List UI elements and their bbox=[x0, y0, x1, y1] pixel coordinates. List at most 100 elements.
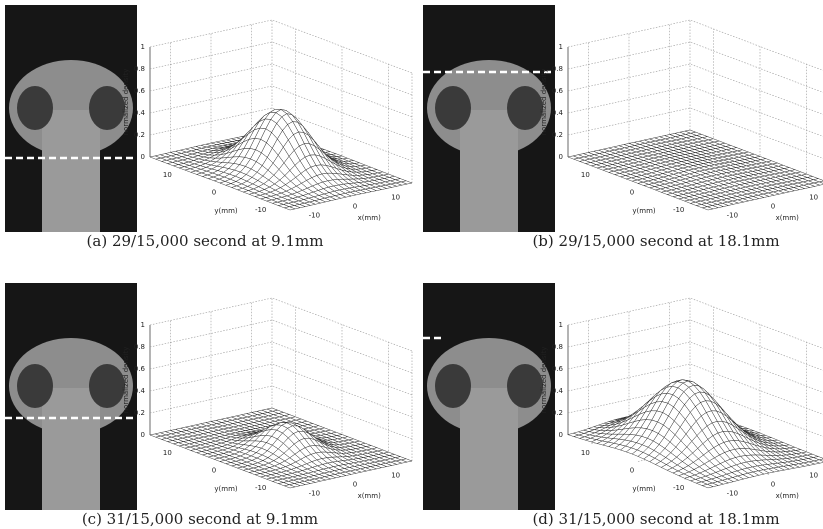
z-tick-label: 0 bbox=[141, 153, 145, 161]
y-axis-label: y(mm) bbox=[632, 207, 656, 215]
photo bbox=[5, 283, 137, 510]
grid-line bbox=[149, 19, 413, 74]
caption: (b) 29/15,000 second at 18.1mm bbox=[532, 232, 779, 250]
photo bbox=[5, 5, 137, 232]
z-tick-label: 0 bbox=[559, 431, 563, 439]
z-tick-label: 0.4 bbox=[134, 109, 146, 117]
caption: (a) 29/15,000 second at 9.1mm bbox=[87, 232, 324, 250]
z-tick-label: 1 bbox=[141, 321, 145, 329]
y-tick-label: 10 bbox=[163, 449, 172, 457]
grid-line bbox=[219, 324, 343, 462]
surface-cell bbox=[701, 484, 714, 489]
z-tick-label: 0.2 bbox=[552, 409, 563, 417]
plume-stem bbox=[460, 110, 518, 232]
photo bbox=[423, 5, 555, 232]
x-axis-label: x(mm) bbox=[358, 214, 382, 222]
z-tick-label: 0 bbox=[141, 431, 145, 439]
grid-line bbox=[637, 324, 761, 462]
z-tick-label: 0.4 bbox=[134, 387, 146, 395]
grid-line bbox=[567, 63, 823, 115]
plume-cap bbox=[9, 338, 133, 434]
vortex bbox=[89, 364, 125, 408]
y-axis-label: y(mm) bbox=[214, 207, 238, 215]
grid-line bbox=[628, 311, 770, 475]
grid-line bbox=[591, 28, 714, 167]
surface-cell bbox=[283, 206, 296, 211]
grid-line bbox=[588, 320, 729, 484]
vortex bbox=[435, 86, 471, 130]
y-tick-label: -10 bbox=[673, 484, 684, 492]
z-tick-label: 0.2 bbox=[134, 409, 145, 417]
vortex bbox=[507, 86, 543, 130]
z-tick-label: 0.4 bbox=[552, 387, 564, 395]
y-tick-label: 10 bbox=[163, 171, 172, 179]
z-tick-label: 1 bbox=[559, 321, 563, 329]
y-tick-label: -10 bbox=[255, 484, 266, 492]
x-tick-label: -10 bbox=[727, 490, 738, 498]
z-tick-label: 0.8 bbox=[552, 65, 563, 73]
y-axis-label: y(mm) bbox=[214, 485, 238, 493]
x-tick-label: -10 bbox=[309, 490, 320, 498]
grid-line bbox=[637, 46, 761, 184]
grid-line bbox=[684, 64, 807, 202]
grid-line bbox=[170, 42, 311, 206]
grid-line bbox=[251, 24, 392, 188]
surface bbox=[149, 407, 413, 489]
grid-line bbox=[251, 302, 392, 466]
grid-line bbox=[669, 302, 810, 466]
grid-line bbox=[149, 341, 413, 396]
y-tick-label: 10 bbox=[581, 171, 590, 179]
x-axis-label: x(mm) bbox=[776, 214, 800, 222]
grid-line bbox=[567, 19, 823, 71]
z-axis-label: normalized density bbox=[122, 69, 130, 136]
grid-line bbox=[669, 24, 810, 188]
z-tick-label: 0.6 bbox=[552, 365, 564, 373]
plume-stem bbox=[460, 388, 518, 510]
z-axis-label: normalized density bbox=[540, 347, 548, 414]
plume-stem bbox=[42, 388, 100, 510]
vortex bbox=[17, 86, 53, 130]
grid-line bbox=[149, 41, 413, 96]
vortex bbox=[89, 86, 125, 130]
grid-line bbox=[219, 46, 343, 184]
z-tick-label: 0.8 bbox=[134, 65, 145, 73]
y-axis-label: y(mm) bbox=[632, 485, 656, 493]
grid-line bbox=[567, 319, 823, 371]
x-tick-label: 10 bbox=[391, 472, 400, 480]
panel: (d) 31/15,000 second at 18.1mm 0 0.2 0.4 0.6… bbox=[423, 283, 823, 528]
grid-line bbox=[173, 28, 296, 167]
x-axis-label: x(mm) bbox=[776, 492, 800, 500]
panel: (b) 29/15,000 second at 18.1mm 0 0.2 0.4 0.6… bbox=[423, 5, 823, 250]
grid-line bbox=[173, 306, 296, 445]
grid-line bbox=[266, 342, 389, 480]
panel: (a) 29/15,000 second at 9.1mm 0 0.2 0.4 0.6 0… bbox=[5, 5, 413, 250]
z-tick-label: 0.2 bbox=[552, 131, 563, 139]
plume-cap bbox=[427, 338, 551, 434]
vortex bbox=[507, 364, 543, 408]
x-tick-label: 0 bbox=[353, 481, 357, 489]
grid-line bbox=[567, 85, 823, 137]
grid-line bbox=[170, 320, 311, 484]
y-tick-label: -10 bbox=[673, 206, 684, 214]
z-axis-label: normalized density bbox=[540, 69, 548, 136]
grid-line bbox=[628, 33, 770, 197]
x-tick-label: 0 bbox=[353, 203, 357, 211]
grid-line bbox=[210, 311, 352, 475]
x-tick-label: 0 bbox=[771, 203, 775, 211]
z-tick-label: 0.6 bbox=[552, 87, 564, 95]
y-tick-label: 0 bbox=[630, 467, 634, 475]
x-tick-label: -10 bbox=[309, 212, 320, 220]
caption: (d) 31/15,000 second at 18.1mm bbox=[532, 510, 779, 528]
z-axis-label: normalized density bbox=[122, 347, 130, 414]
z-tick-label: 0.6 bbox=[134, 365, 146, 373]
z-tick-label: 0.8 bbox=[134, 343, 145, 351]
z-tick-label: 1 bbox=[559, 43, 563, 51]
caption: (c) 31/15,000 second at 9.1mm bbox=[82, 510, 318, 528]
surface bbox=[149, 109, 413, 211]
z-tick-label: 0.2 bbox=[134, 131, 145, 139]
plume-cap bbox=[9, 60, 133, 156]
z-tick-label: 0.6 bbox=[134, 87, 146, 95]
y-tick-label: 0 bbox=[212, 467, 216, 475]
z-tick-label: 0 bbox=[559, 153, 563, 161]
